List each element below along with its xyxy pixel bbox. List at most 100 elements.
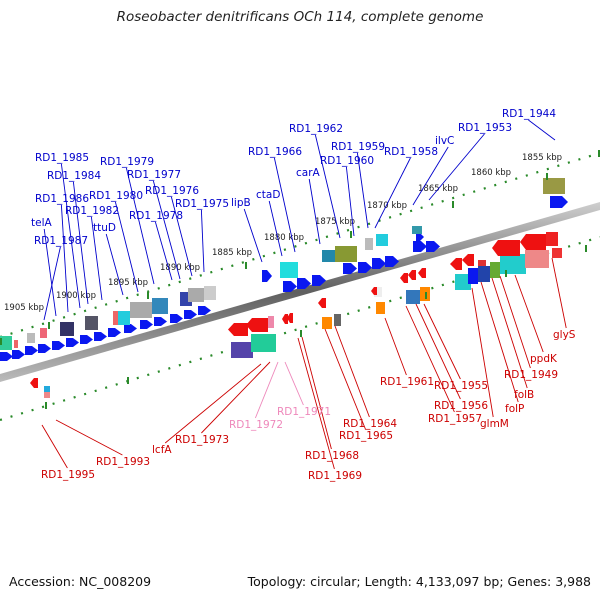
scale-tick — [350, 231, 352, 238]
feature-block — [14, 340, 18, 348]
leader-line-forward — [412, 146, 449, 206]
leader-line-forward — [374, 157, 411, 229]
feature-block — [44, 374, 52, 384]
gene-arrow-forward — [283, 281, 297, 292]
gene-label-reverse: RD1_1955 — [434, 380, 488, 392]
scale-tick — [48, 322, 50, 329]
gene-arrow-forward — [154, 317, 167, 326]
gene-arrow-forward — [426, 241, 440, 252]
feature-block — [455, 274, 471, 290]
leader-line-forward — [114, 201, 139, 293]
gene-label-forward: RD1_1944 — [502, 108, 556, 120]
gene-label-forward: lipB — [231, 197, 251, 209]
scale-label: 1890 kbp — [160, 263, 200, 273]
gene-arrow-reverse — [520, 234, 546, 250]
feature-block — [546, 232, 558, 246]
scale-tick — [585, 245, 587, 252]
leader-line-reverse — [324, 328, 366, 430]
scale-tick — [127, 377, 129, 384]
scale-tick — [598, 150, 600, 157]
gene-arrow-forward — [312, 275, 326, 286]
gene-arrow-reverse — [318, 298, 326, 308]
gene-label-reverse: folP — [505, 403, 524, 415]
gene-label-reverse: RD1_1968 — [305, 450, 359, 462]
gene-arrow-forward — [0, 352, 13, 361]
feature-block — [60, 322, 74, 336]
leader-line-forward — [60, 163, 81, 309]
leader-line-reverse — [499, 275, 531, 369]
gene-arrow-forward — [416, 233, 424, 241]
leader-line-reverse — [551, 257, 567, 329]
scale-label: 1870 kbp — [367, 201, 407, 211]
leader-line-forward — [105, 233, 124, 296]
accession-text: Accession: NC_008209 — [9, 574, 152, 589]
gene-label-forward: RD1_1953 — [458, 122, 512, 134]
feature-block — [334, 314, 341, 326]
gene-label-forward: RD1_1960 — [320, 155, 374, 167]
leader-line-forward — [72, 181, 89, 305]
gene-arrow-reverse — [282, 314, 288, 324]
gene-label-forward: ttuD — [93, 222, 116, 234]
gene-arrow-forward — [66, 338, 79, 347]
gene-arrow-reverse — [418, 268, 426, 278]
genome-backbone — [0, 202, 600, 382]
leader-line-forward — [428, 133, 485, 201]
gene-label-forward: RD1_1966 — [248, 146, 302, 158]
feature-block — [280, 262, 298, 278]
gene-label-reverse: RD1_1961 — [380, 376, 434, 388]
gene-arrow-forward — [343, 263, 357, 274]
feature-block — [322, 317, 332, 329]
scale-label: 1900 kbp — [56, 291, 96, 301]
gene-label-reverse: ppdK — [530, 353, 558, 365]
leader-line-reverse — [334, 325, 370, 418]
leader-line-forward — [152, 180, 181, 280]
leader-line-reverse — [405, 305, 455, 413]
feature-block — [113, 311, 119, 325]
feature-block — [552, 248, 562, 258]
gene-arrow-reverse — [462, 254, 474, 266]
scale-tick — [425, 292, 427, 299]
gene-arrow-forward — [80, 335, 93, 344]
gene-label-reverse: lcfA — [152, 444, 172, 456]
scale-tick — [245, 262, 247, 269]
gene-arrow-forward — [52, 341, 65, 350]
gene-label-reverse: RD1_1971 — [277, 406, 331, 418]
feature-block — [118, 311, 130, 325]
feature-block — [525, 250, 549, 268]
gene-arrow-forward — [12, 350, 25, 359]
genome-summary-text: Topology: circular; Length: 4,133,097 bp… — [247, 574, 591, 589]
gene-arrow-reverse — [287, 313, 293, 323]
gene-arrow-forward — [358, 262, 372, 273]
gene-arrow-forward — [385, 256, 399, 267]
feature-block — [268, 316, 274, 328]
scale-tick — [45, 402, 47, 409]
gene-label-reverse: RD1_1956 — [434, 400, 488, 412]
scale-tick — [0, 338, 2, 345]
gene-label-forward: RD1_1978 — [129, 210, 183, 222]
leader-line-reverse — [480, 281, 519, 403]
leader-line-reverse — [514, 274, 544, 353]
gene-label-reverse: folB — [514, 389, 534, 401]
leader-line-forward — [43, 246, 61, 321]
gene-arrow-forward — [108, 328, 121, 337]
feature-block — [231, 342, 253, 358]
gene-label-forward: RD1_1986 — [35, 193, 89, 205]
leader-line-reverse — [284, 361, 304, 406]
leader-line-forward — [345, 166, 355, 237]
gene-label-reverse: RD1_1973 — [175, 434, 229, 446]
gene-arrow-reverse — [450, 258, 462, 270]
feature-block — [204, 286, 216, 300]
gene-label-forward: ctaD — [256, 189, 280, 201]
gene-label-forward: RD1_1984 — [47, 170, 101, 182]
gene-arrow-forward — [140, 320, 153, 329]
leader-line-forward — [60, 204, 69, 313]
gene-label-reverse: RD1_1949 — [504, 369, 558, 381]
feature-block — [543, 178, 565, 194]
feature-block — [478, 266, 490, 282]
gene-arrow-forward — [124, 324, 137, 333]
feature-block — [251, 334, 276, 352]
leader-line-reverse — [254, 361, 279, 419]
leader-line-forward — [90, 216, 103, 301]
gene-label-forward: carA — [296, 167, 321, 179]
gene-label-reverse: glyS — [553, 329, 576, 341]
